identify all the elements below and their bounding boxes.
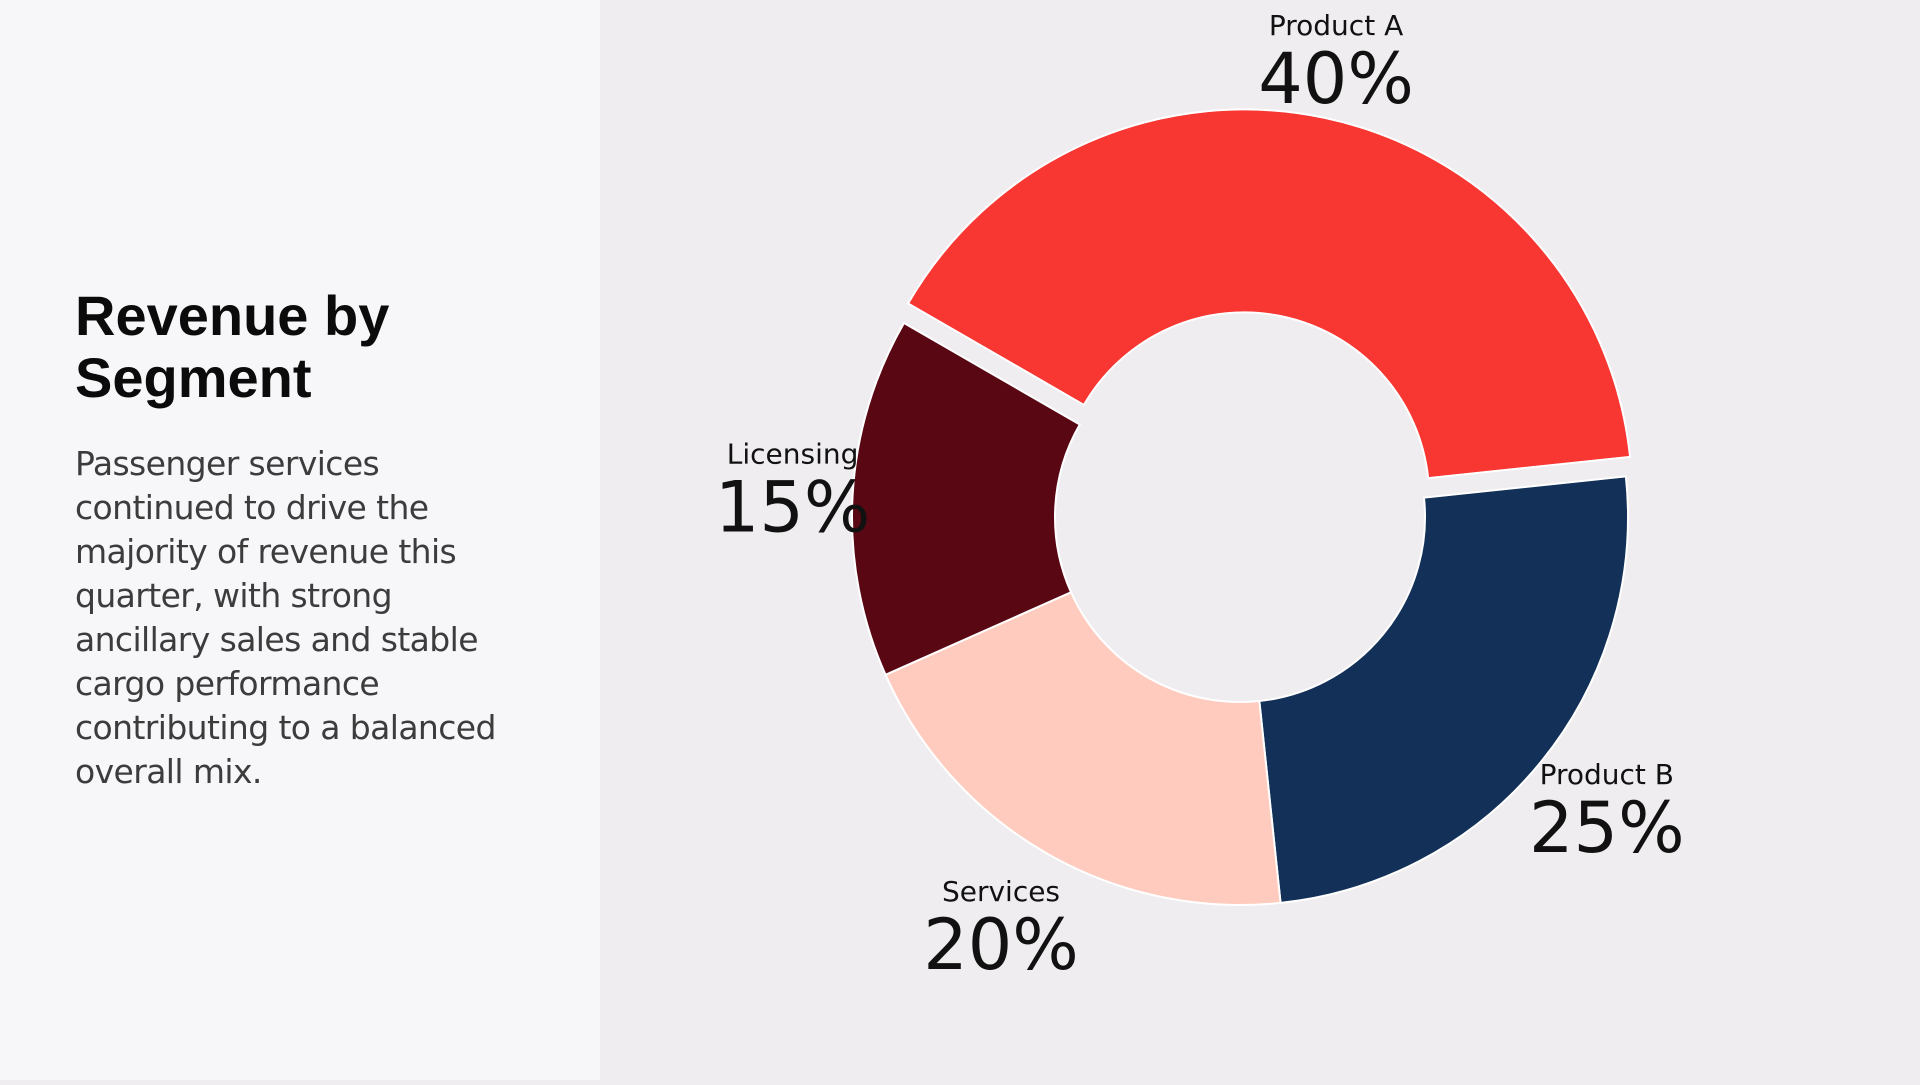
text-panel: Revenue by Segment Passenger services co… (0, 0, 600, 1080)
label-name-licensing: Licensing (727, 438, 859, 471)
label-name-product-a: Product A (1269, 9, 1403, 42)
label-value-services: 20% (923, 904, 1079, 986)
slide-title: Revenue by Segment (75, 284, 390, 409)
label-name-services: Services (942, 875, 1060, 908)
label-value-product-b: 25% (1529, 787, 1685, 869)
label-value-product-a: 40% (1258, 38, 1414, 120)
label-name-product-b: Product B (1540, 758, 1674, 791)
slice-product-a (906, 108, 1632, 480)
donut-slices (851, 108, 1632, 906)
slice-licensing (851, 321, 1082, 677)
slide-body-text: Passenger services continued to drive th… (75, 444, 496, 791)
slice-product-b (1258, 475, 1629, 904)
slice-services (884, 590, 1282, 906)
label-value-licensing: 15% (715, 467, 871, 549)
